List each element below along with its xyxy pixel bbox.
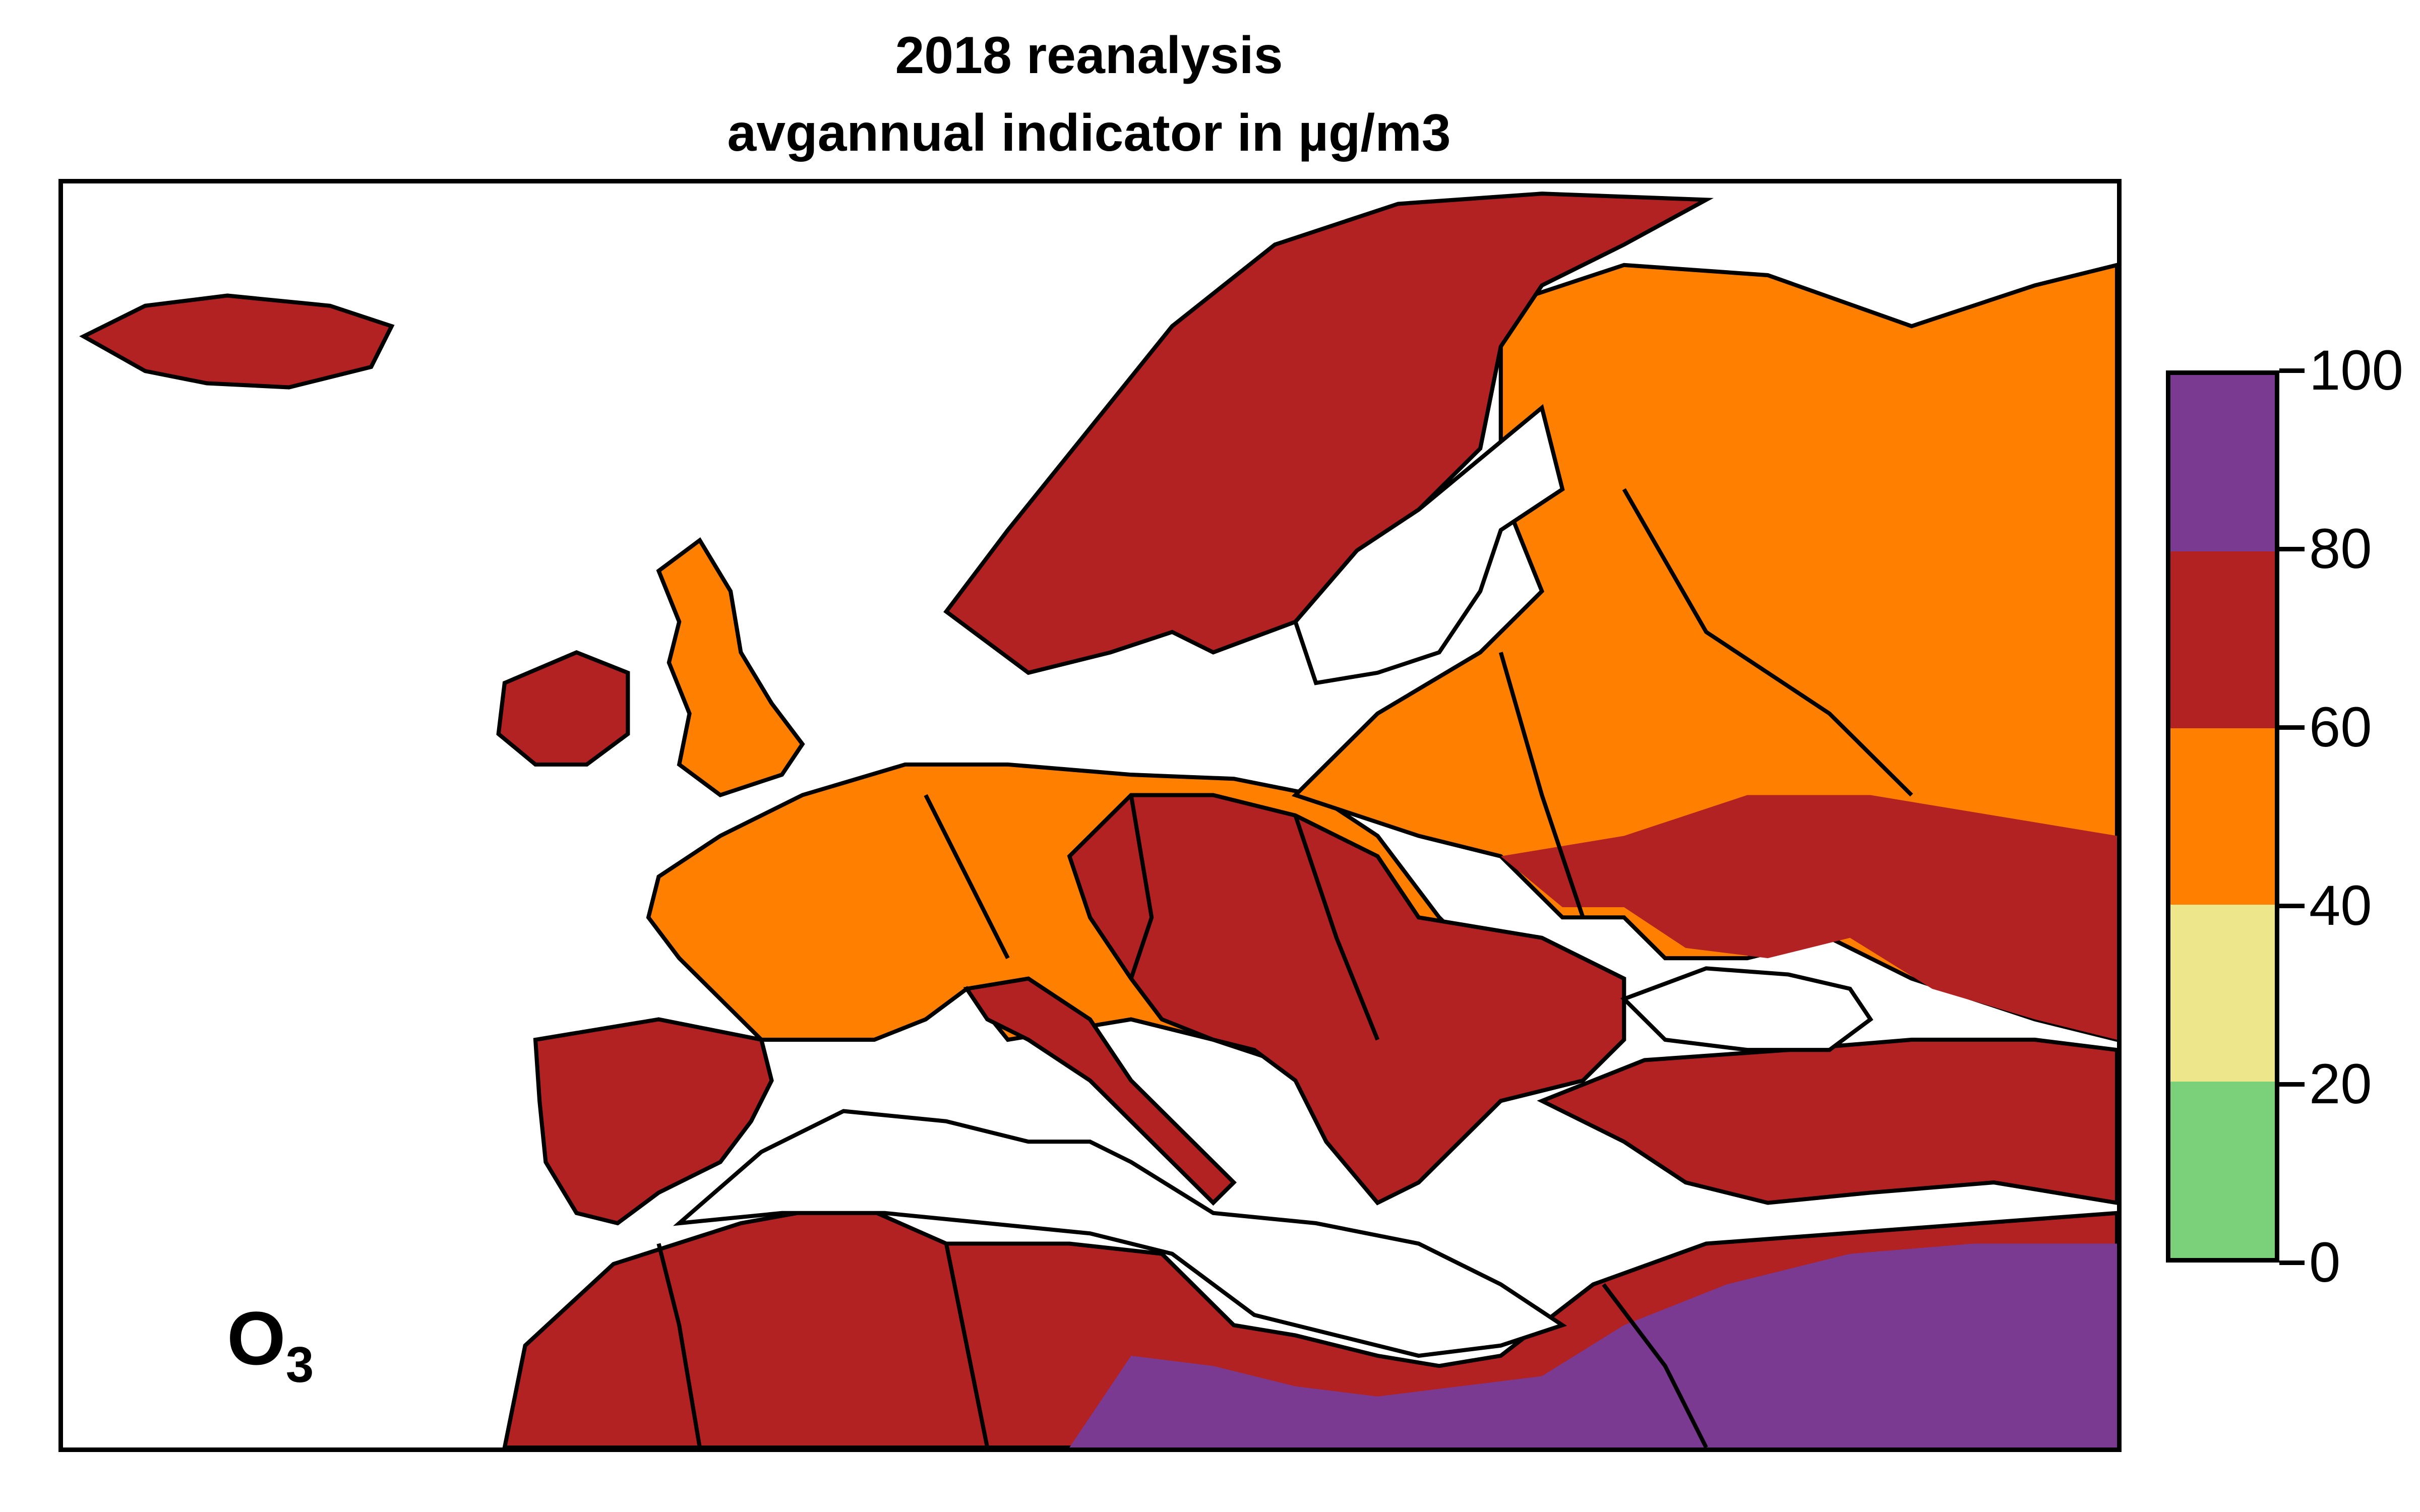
legend-tick-label: 40 xyxy=(2309,874,2372,937)
high-ozone-region xyxy=(1069,1243,2117,1447)
map-title: 2018 reanalysis xyxy=(895,26,1283,85)
south-russia-region xyxy=(1500,795,2117,1040)
baltic-sea xyxy=(1293,404,1565,685)
legend-tick-label: 100 xyxy=(2309,339,2403,402)
legend-swatch xyxy=(2170,728,2275,905)
italy-region xyxy=(963,976,1237,1206)
iceland-region xyxy=(79,293,395,390)
iberia-region xyxy=(533,1017,774,1226)
legend-tick-label: 60 xyxy=(2309,696,2372,759)
legend-tick xyxy=(2279,904,2305,908)
legend-swatch xyxy=(2170,1081,2275,1258)
legend-swatch xyxy=(2170,905,2275,1082)
legend-tick xyxy=(2279,1261,2305,1265)
legend-tick xyxy=(2279,368,2305,373)
pollutant-subscript: 3 xyxy=(285,1337,314,1393)
legend-tick xyxy=(2279,1082,2305,1087)
map-frame xyxy=(58,179,2122,1452)
legend-tick xyxy=(2279,547,2305,551)
mediterranean-sea xyxy=(673,1109,1567,1358)
europe-map xyxy=(79,192,2117,1447)
scandinavia-region xyxy=(943,192,1714,675)
legend-swatch xyxy=(2170,374,2275,552)
color-legend xyxy=(2166,370,2279,1263)
turkey-region xyxy=(1537,1037,2117,1205)
country-borders xyxy=(656,488,1913,1447)
legend-swatch xyxy=(2170,551,2275,728)
pollutant-symbol: O xyxy=(227,1296,286,1380)
black-sea xyxy=(1620,966,1873,1052)
pollutant-label: O3 xyxy=(227,1300,314,1390)
legend-tick xyxy=(2279,725,2305,730)
legend-tick-label: 20 xyxy=(2309,1052,2372,1115)
ireland-region xyxy=(496,650,630,767)
legend-tick-label: 0 xyxy=(2309,1231,2341,1294)
map-subtitle: avgannual indicator in µg/m3 xyxy=(727,104,1451,162)
great-britain-region xyxy=(656,537,805,798)
legend-tick-label: 80 xyxy=(2309,517,2372,580)
central-europe-region xyxy=(1067,793,1626,1206)
